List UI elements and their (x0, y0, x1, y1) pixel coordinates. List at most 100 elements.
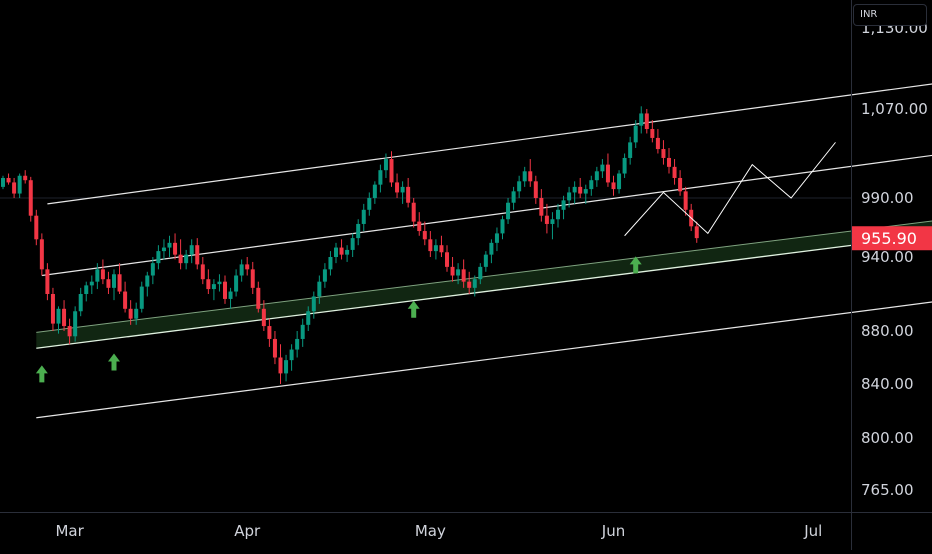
price-tick-label: 990.00 (861, 189, 914, 207)
candle (272, 331, 277, 365)
candle-body (45, 269, 50, 294)
candle-body (1, 177, 5, 187)
candle (311, 291, 316, 319)
currency-button[interactable]: INR (853, 4, 927, 26)
candle (145, 271, 150, 297)
candle (583, 184, 588, 204)
candle-body (667, 157, 671, 167)
support-zone-top (36, 220, 932, 333)
candle-body (267, 326, 272, 339)
candle-body (600, 164, 605, 172)
candle-body (633, 125, 638, 143)
candle (600, 159, 605, 178)
candle (556, 203, 560, 228)
candle (128, 300, 133, 325)
price-tick-label: 765.00 (861, 481, 914, 499)
candle (428, 231, 433, 257)
candle-body (617, 173, 622, 190)
candle-body (445, 252, 449, 267)
candle (12, 177, 17, 198)
price-tick-label: 880.00 (861, 322, 914, 340)
candle (306, 306, 311, 331)
candle (644, 109, 649, 134)
candle-body (544, 215, 549, 224)
candle (228, 287, 233, 309)
candle-body (494, 233, 499, 243)
candle-body (456, 269, 461, 276)
candle (173, 233, 178, 260)
candle (206, 269, 211, 294)
candle-body (350, 238, 355, 250)
candle-body (300, 324, 305, 339)
candle (139, 281, 144, 313)
candle-body (128, 308, 133, 319)
candle (34, 209, 39, 246)
candle-body (650, 129, 655, 138)
candle (650, 120, 655, 143)
candle-body (428, 239, 433, 252)
candle (533, 175, 538, 204)
candle (378, 164, 383, 193)
candle (372, 181, 377, 204)
candle (95, 263, 100, 290)
candle (445, 245, 449, 272)
candle (289, 344, 294, 371)
candle-body (406, 186, 411, 203)
candle-body (395, 182, 400, 193)
candle-body (345, 249, 350, 255)
candle-body (389, 159, 394, 183)
candle-body (478, 266, 483, 280)
candle-body (272, 338, 277, 358)
candle-body (39, 239, 44, 270)
candle-body (467, 281, 472, 288)
candle-body (605, 164, 610, 183)
candle (672, 159, 677, 185)
up-arrow-icon (407, 300, 420, 318)
candle-body (245, 264, 250, 270)
candle (295, 331, 300, 358)
candle-body (278, 357, 283, 374)
candle-body (567, 192, 572, 201)
candle (217, 274, 222, 292)
candle (356, 219, 361, 246)
last-price-badge (852, 226, 932, 251)
channel-line (47, 83, 932, 205)
candle-body (334, 247, 338, 257)
candle-body (67, 326, 72, 337)
candle (112, 269, 116, 301)
candle (156, 245, 161, 270)
candle-body (522, 171, 527, 182)
channel-line (41, 154, 932, 277)
candle-body (289, 349, 294, 361)
candle-body (383, 159, 388, 171)
candle-body (506, 202, 511, 220)
candle-body (661, 149, 666, 158)
candle-body (56, 308, 61, 324)
candle-body (6, 177, 11, 183)
candle (84, 281, 89, 302)
candle-body (483, 254, 488, 267)
candle-body (206, 279, 211, 290)
candle (611, 175, 616, 196)
candle-body (156, 251, 161, 264)
candle-body (317, 281, 322, 297)
candle (578, 177, 583, 198)
candle (1, 175, 5, 190)
candles (1, 106, 699, 384)
candle-body (117, 274, 122, 292)
channel-line (36, 301, 932, 419)
support-arrows (35, 256, 642, 383)
price-tick-label: 1,070.00 (861, 100, 928, 118)
candle-body (367, 198, 372, 210)
candle-body (23, 175, 28, 181)
candle-body (422, 231, 427, 240)
candle-body (223, 281, 227, 299)
candle-body (622, 157, 627, 174)
candle-body (400, 186, 405, 193)
candle (456, 263, 461, 285)
candle (39, 233, 44, 276)
candle (62, 300, 67, 331)
candle (544, 203, 549, 234)
candle-body (178, 254, 183, 264)
candle (522, 166, 527, 187)
